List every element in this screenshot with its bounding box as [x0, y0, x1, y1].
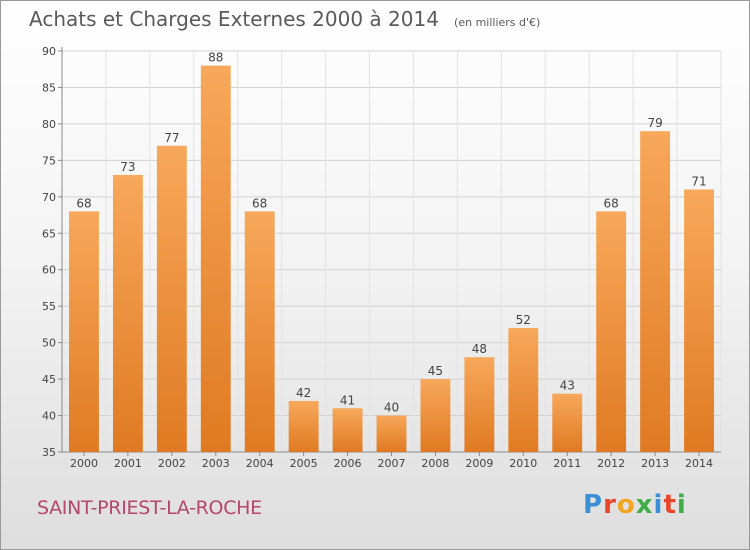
- x-tick-label: 2003: [202, 457, 230, 470]
- data-label: 42: [296, 386, 311, 400]
- logo-letter: r: [603, 490, 617, 520]
- data-label: 68: [252, 196, 267, 210]
- logo-letter: x: [635, 490, 654, 520]
- x-tick-label: 2000: [70, 457, 98, 470]
- labels: 35 40 45 50 55 60 65 70 75 80 85 90 68 2000 73 2001 77 20…: [42, 45, 713, 470]
- bar: [464, 357, 495, 452]
- x-tick-label: 2006: [334, 457, 362, 470]
- commune-name: SAINT-PRIEST-LA-ROCHE: [37, 497, 262, 519]
- bar: [376, 415, 407, 452]
- y-tick-label: 55: [42, 300, 56, 313]
- data-label: 48: [472, 342, 487, 356]
- logo-letter: o: [616, 490, 636, 520]
- bar: [640, 131, 671, 452]
- bar: [420, 379, 451, 452]
- x-tick-label: 2007: [378, 457, 406, 470]
- y-tick-label: 50: [42, 337, 56, 350]
- bar: [156, 145, 187, 453]
- y-tick-label: 80: [42, 118, 56, 131]
- logo-letter: i: [653, 490, 664, 520]
- bar: [596, 211, 627, 452]
- bar: [200, 65, 231, 452]
- data-label: 79: [647, 116, 662, 130]
- x-tick-label: 2012: [597, 457, 625, 470]
- logo-letter: P: [583, 490, 604, 520]
- x-tick-label: 2005: [290, 457, 318, 470]
- y-tick-label: 45: [42, 373, 56, 386]
- bar: [684, 189, 714, 452]
- data-label: 52: [516, 313, 531, 327]
- x-tick-label: 2001: [114, 457, 142, 470]
- bar: [69, 211, 99, 452]
- title-block: Achats et Charges Externes 2000 à 2014 (…: [29, 7, 540, 31]
- logo-letter: i: [676, 490, 687, 520]
- data-label: 73: [120, 160, 135, 174]
- y-tick-label: 60: [42, 264, 56, 277]
- logo-letter: t: [663, 490, 677, 520]
- bar: [288, 400, 319, 452]
- chart-subtitle: (en milliers d'€): [454, 16, 541, 29]
- bar: [332, 408, 363, 452]
- data-label: 68: [604, 196, 619, 210]
- x-tick-label: 2009: [465, 457, 493, 470]
- y-tick-label: 35: [42, 446, 56, 459]
- data-label: 68: [76, 196, 91, 210]
- data-label: 41: [340, 393, 355, 407]
- y-tick-label: 70: [42, 191, 56, 204]
- data-label: 88: [208, 51, 223, 65]
- y-tick-label: 85: [42, 81, 56, 94]
- data-label: 71: [691, 175, 706, 189]
- bar: [508, 328, 539, 452]
- data-label: 77: [164, 131, 179, 145]
- bar: [552, 393, 583, 452]
- x-tick-label: 2008: [421, 457, 449, 470]
- data-label: 43: [560, 379, 575, 393]
- proxiti-logo: Proxiti: [583, 490, 687, 520]
- bar: [244, 211, 275, 452]
- y-tick-label: 90: [42, 45, 56, 58]
- y-tick-label: 65: [42, 227, 56, 240]
- bar: [112, 174, 143, 453]
- y-tick-label: 75: [42, 154, 56, 167]
- x-tick-label: 2011: [553, 457, 581, 470]
- x-tick-label: 2014: [685, 457, 713, 470]
- y-tick-label: 40: [42, 410, 56, 423]
- x-tick-label: 2013: [641, 457, 669, 470]
- x-tick-label: 2004: [246, 457, 274, 470]
- data-label: 45: [428, 364, 443, 378]
- data-label: 40: [384, 401, 399, 415]
- bars: [69, 65, 714, 453]
- chart-title: Achats et Charges Externes 2000 à 2014: [29, 7, 439, 31]
- x-tick-label: 2010: [509, 457, 537, 470]
- x-tick-label: 2002: [158, 457, 186, 470]
